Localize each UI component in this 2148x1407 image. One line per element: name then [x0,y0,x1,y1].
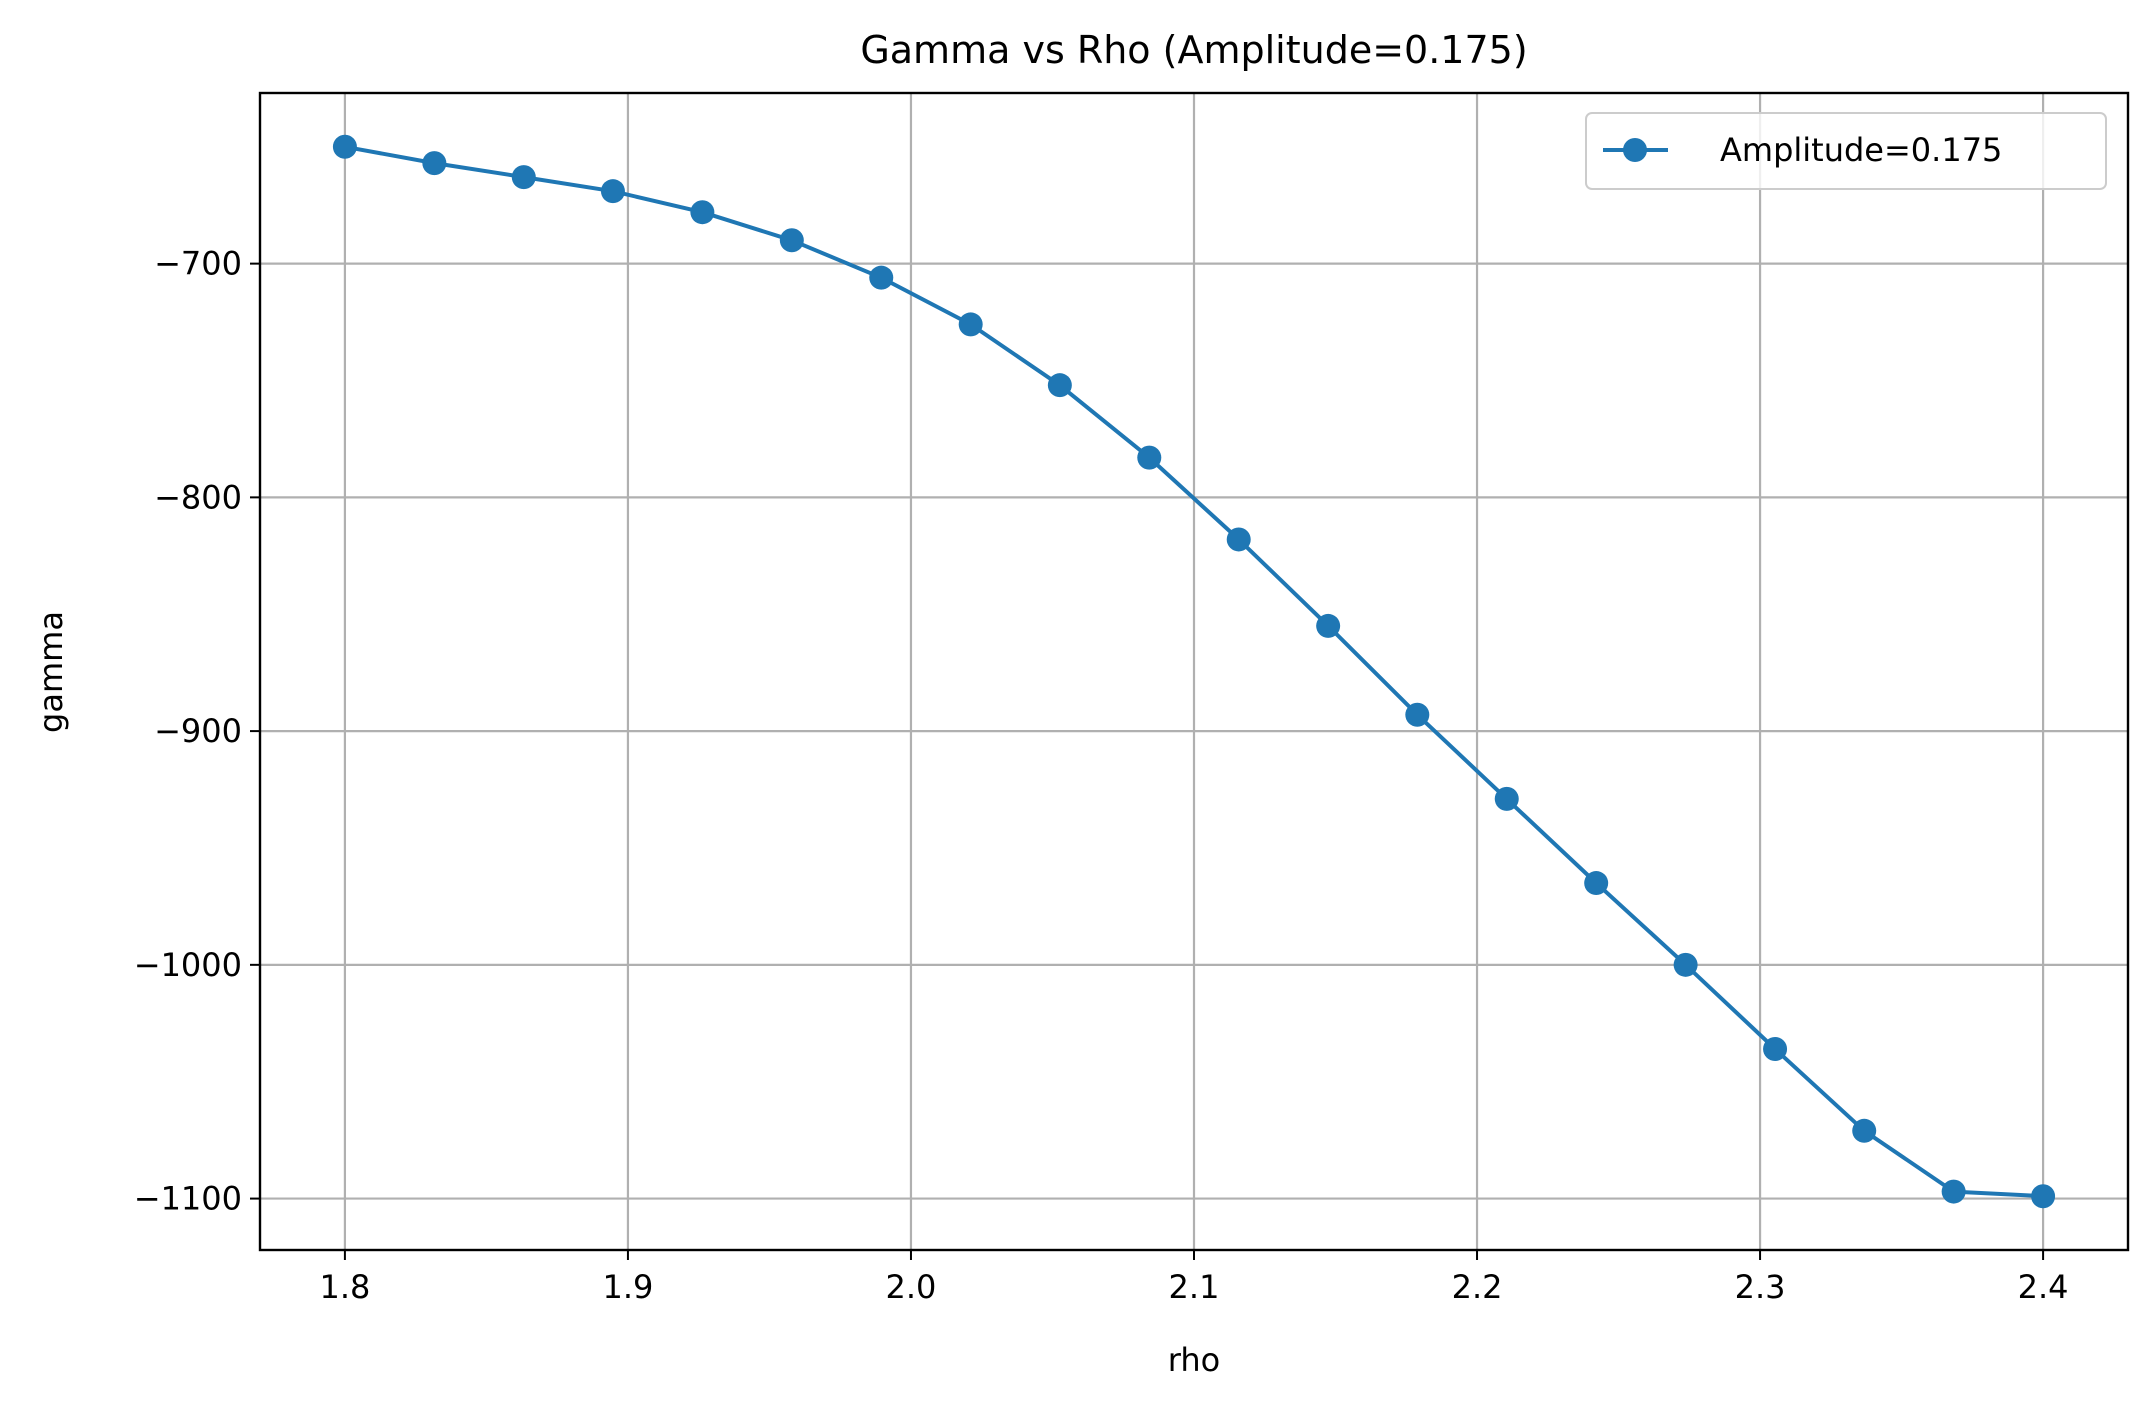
y-tick-label: −1000 [134,946,242,984]
data-point [958,312,983,337]
data-point [869,265,894,290]
data-point [1763,1036,1788,1061]
x-tick-label: 1.9 [602,1268,653,1306]
x-tick-label: 2.1 [1169,1268,1220,1306]
y-tick-label: −700 [154,245,242,283]
data-point [690,200,715,225]
x-axis-label: rho [1168,1341,1220,1379]
x-tick-label: 1.8 [319,1268,370,1306]
x-tick-label: 2.3 [1735,1268,1786,1306]
data-point [1316,613,1341,638]
y-tick-label: −900 [154,712,242,750]
data-point [422,151,447,176]
data-point [1852,1118,1877,1143]
data-point [779,228,804,253]
legend-marker-swatch [1623,138,1647,162]
x-tick-label: 2.0 [886,1268,937,1306]
data-point [600,179,625,204]
y-axis-label: gamma [32,611,70,733]
legend-label: Amplitude=0.175 [1720,131,2002,169]
data-point [1137,445,1162,470]
data-point [332,134,357,159]
chart-title: Gamma vs Rho (Amplitude=0.175) [860,28,1527,72]
data-point [511,165,536,190]
legend: Amplitude=0.175 [1585,112,2107,190]
axis-ticks: 1.8 1.9 2.0 2.1 2.2 2.3 2.4 −700 −800 −900 −1000 −1… [134,245,2069,1306]
data-point [2031,1184,2056,1209]
x-tick-label: 2.2 [1452,1268,1503,1306]
data-point [1584,871,1609,896]
data-point [1673,952,1698,977]
x-tick-label: 2.4 [2018,1268,2069,1306]
y-tick-label: −800 [154,478,242,516]
data-point [1405,702,1430,727]
data-point [1047,373,1072,398]
data-point [1226,527,1251,552]
series-layer [332,134,2056,1209]
y-tick-label: −1100 [134,1180,242,1218]
data-point [1494,786,1519,811]
series-line [344,144,2044,1199]
data-point [1941,1179,1966,1204]
legend-box [1585,112,2107,190]
